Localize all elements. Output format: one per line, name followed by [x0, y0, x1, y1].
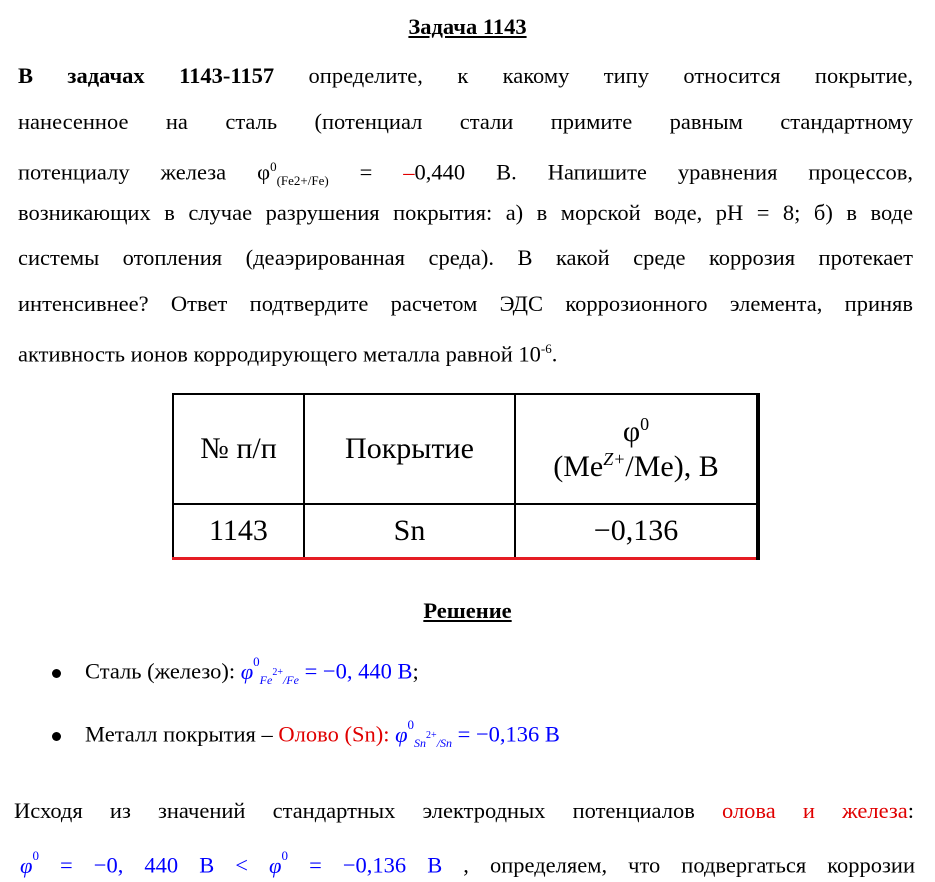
bullet-steel: Сталь (железо): φ0Fe2+/Fe = −0, 440 В;: [52, 654, 419, 688]
bullet-coating-metal: Металл покрытия – Олово (Sn): φ0Sn2+/Sn …: [52, 717, 560, 751]
formula: φ0Sn2+/Sn: [395, 717, 453, 750]
value: = −0, 440 В <: [38, 852, 270, 878]
header-potential: φ0 (MeZ+/Me), В: [514, 393, 760, 505]
bullet-icon: [52, 731, 61, 741]
task-line: В задачах 1143-1157 определите, к какому…: [18, 60, 913, 106]
text: определите, к какому типу относится покр…: [274, 63, 913, 88]
task-line: возникающих в случае разрушения покрытия…: [18, 199, 913, 225]
superscript: 0: [407, 717, 415, 732]
text: Sn: [414, 736, 427, 750]
text: Сталь (железо):: [85, 658, 241, 684]
task-line: интенсивнее? Ответ подтвердите расчетом …: [18, 290, 913, 316]
formula: φ0: [269, 848, 288, 878]
superscript: Z+: [603, 449, 626, 469]
text: активность ионов корродирующего металла …: [18, 341, 541, 367]
phi: φ: [240, 658, 254, 684]
superscript: 2+: [272, 667, 283, 678]
phi: φ: [622, 415, 641, 448]
phi: φ: [269, 852, 282, 878]
formula: φ0Fe2+/Fe: [240, 654, 299, 687]
superscript: 0: [32, 848, 39, 863]
subscript: Sn2+/Sn: [414, 730, 453, 750]
task-line: системы отопления (деаэрированная среда)…: [18, 245, 913, 270]
metals: олова и железа: [722, 798, 908, 823]
text: Металл покрытия –: [85, 721, 279, 747]
subscript: (Fe2+/Fe): [276, 173, 329, 188]
minus-sign: –: [403, 159, 415, 185]
header-coating: Покрытие: [303, 393, 516, 505]
table-header-row: № п/п Покрытие φ0 (MeZ+/Me), В: [172, 393, 760, 505]
text: ;: [412, 658, 419, 684]
task-title: Задача 1143: [408, 14, 527, 39]
solution-title: Решение: [423, 598, 512, 623]
text: (Me: [553, 450, 604, 483]
data-table: № п/п Покрытие φ0 (MeZ+/Me), В 1143 Sn −0…: [172, 393, 760, 560]
header-number: № п/п: [172, 393, 305, 505]
task-paragraph: В задачах 1143-1157 определите, к какому…: [18, 60, 913, 379]
text: /Sn: [436, 736, 453, 750]
text: /Me), В: [625, 450, 719, 483]
text: , определяем, что подвергаться коррозии: [442, 852, 916, 878]
superscript: 0: [253, 654, 260, 669]
superscript: 2+: [426, 730, 437, 741]
text: потенциалу железа φ: [18, 159, 271, 185]
superscript: -6: [540, 341, 552, 356]
value: = −0, 440 В: [298, 658, 413, 684]
superscript: 0: [270, 159, 277, 174]
superscript: 0: [640, 414, 650, 434]
text: Fe: [259, 673, 273, 687]
cell-number: 1143: [172, 503, 305, 560]
phi: φ: [395, 721, 408, 747]
text: 0,440 В. Напишите уравнения процессов,: [414, 159, 913, 185]
bullet-icon: [52, 668, 61, 678]
text: .: [551, 341, 558, 367]
metal-name: Олово (Sn):: [278, 721, 390, 747]
value: = −0,136 В: [452, 721, 560, 747]
solution-comparison: φ0 = −0, 440 В < φ0 = −0,136 В , определ…: [20, 844, 915, 882]
superscript: 0: [281, 848, 289, 863]
text: =: [328, 159, 404, 185]
task-range: В задачах 1143-1157: [18, 63, 275, 88]
solution-paragraph: Исходя из значений стандартных электродн…: [14, 795, 914, 827]
subscript: Fe2+/Fe: [259, 667, 299, 687]
text: /Fe: [282, 673, 299, 687]
value: = −0,136 В: [288, 852, 443, 878]
table-row: 1143 Sn −0,136: [172, 503, 760, 560]
text: Исходя из значений стандартных электродн…: [14, 798, 722, 823]
task-line: потенциалу железа φ0(Fe2+/Fe) = –0,440 В…: [18, 151, 913, 197]
task-line: активность ионов корродирующего металла …: [18, 333, 913, 379]
formula: φ0: [20, 848, 39, 878]
task-line: нанесенное на сталь (потенциал стали при…: [18, 108, 913, 134]
cell-potential: −0,136: [514, 503, 760, 560]
cell-coating: Sn: [303, 503, 516, 560]
phi: φ: [20, 852, 33, 878]
text: :: [907, 798, 914, 823]
